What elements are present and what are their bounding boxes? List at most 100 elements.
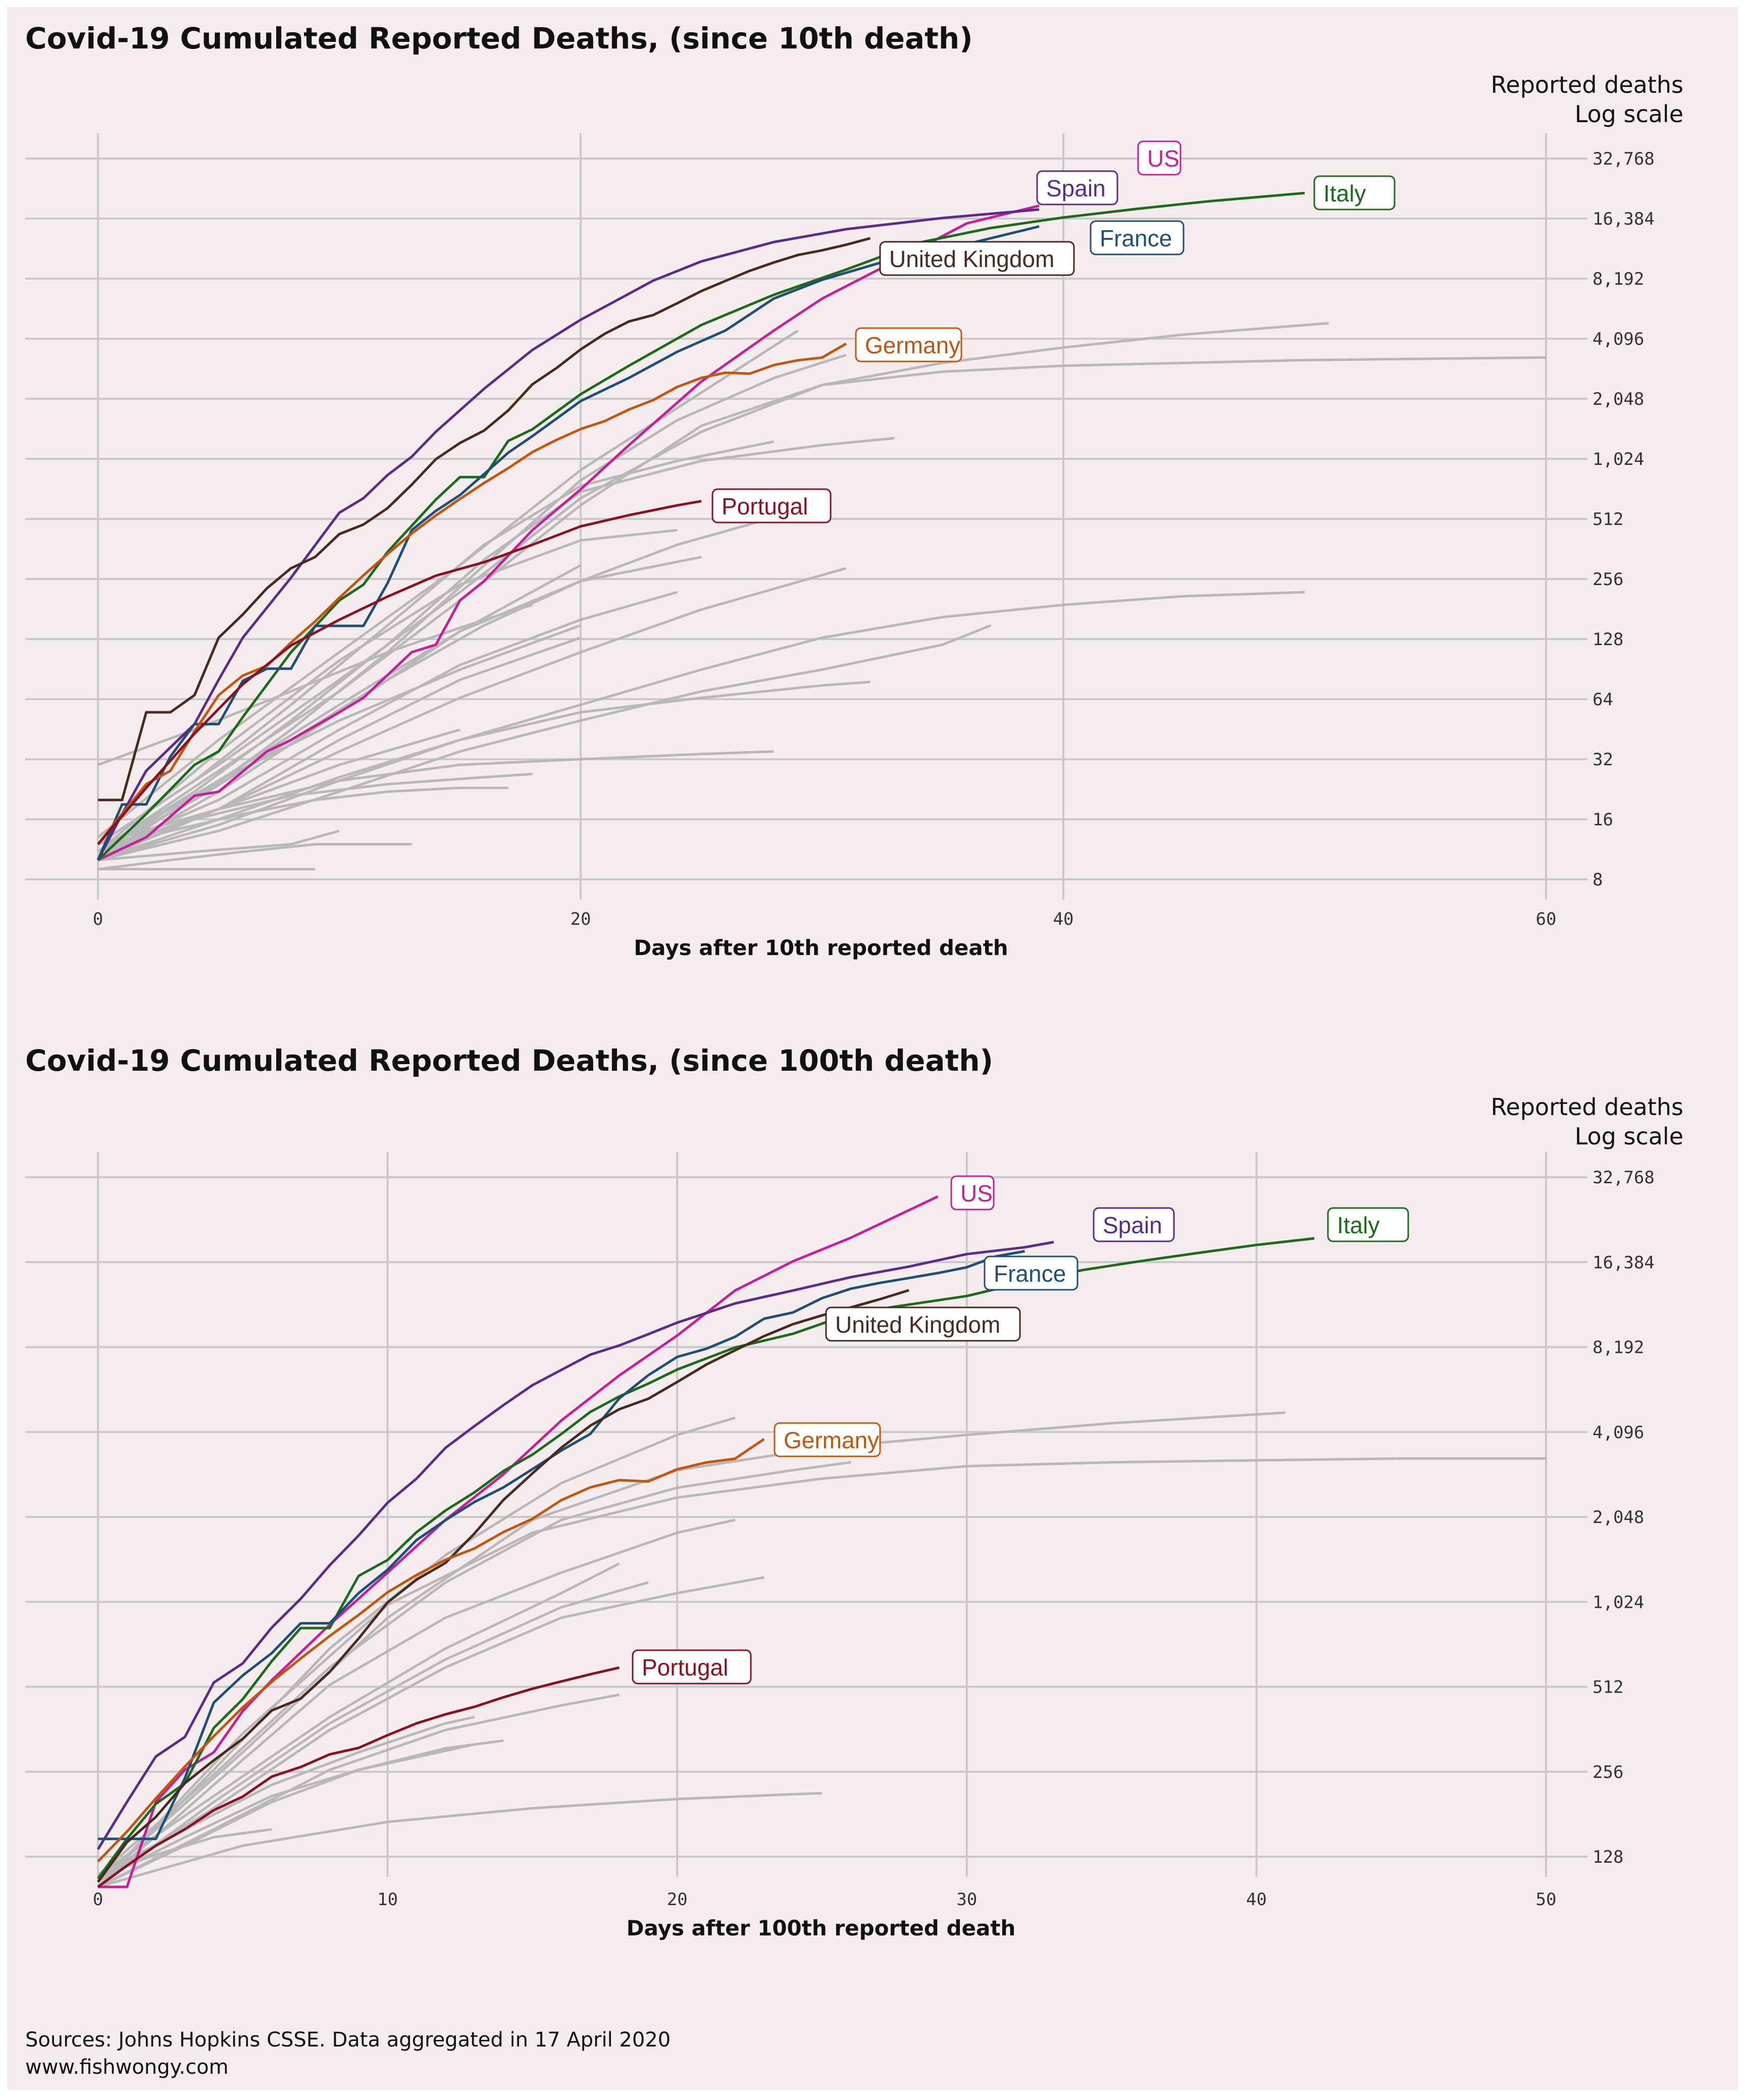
- series-line-portugal: [97, 1666, 620, 1888]
- y-tick-label: 32,768: [1593, 149, 1655, 169]
- y-tick-label: 1,024: [1593, 449, 1644, 469]
- series-line-other: [97, 1411, 1286, 1882]
- footer-source: Sources: Johns Hopkins CSSE. Data aggreg…: [25, 2028, 671, 2052]
- chart2-highlighted-countries: [96, 1195, 1315, 1888]
- y-tick-label: 16: [1593, 810, 1613, 830]
- series-line-other: [97, 1739, 504, 1882]
- series-label-box: [1093, 1207, 1175, 1242]
- series-label-text: Spain: [1046, 175, 1106, 201]
- series-label-text: Portugal: [642, 1654, 728, 1681]
- series-line-other: [97, 322, 1329, 846]
- series-line-portugal: [97, 500, 702, 846]
- series-line-other: [97, 624, 581, 853]
- y-tick-label: 16,384: [1593, 1252, 1655, 1273]
- series-line-other: [97, 772, 533, 853]
- series-label-text: US: [960, 1180, 993, 1206]
- series-label-us: US: [950, 1175, 995, 1211]
- series-line-other: [97, 1457, 1546, 1888]
- series-label-text: US: [1147, 145, 1179, 172]
- y-tick-label: 8,192: [1593, 1338, 1644, 1358]
- y-tick-label: 8: [1593, 870, 1603, 890]
- series-line-united-kingdom: [98, 237, 871, 802]
- series-label-box: [632, 1649, 752, 1685]
- series-line-other: [97, 1743, 475, 1888]
- x-tick-label: 0: [93, 1889, 103, 1910]
- y-tick-label: 64: [1593, 690, 1613, 710]
- series-label-text: France: [1100, 225, 1172, 251]
- y-tick-label: 4,096: [1593, 1423, 1644, 1443]
- y-tick-label: 4,096: [1593, 329, 1644, 349]
- x-tick-label: 40: [1246, 1889, 1267, 1910]
- x-tick-label: 0: [93, 909, 103, 929]
- series-line-other: [97, 843, 412, 871]
- chart2-tick-labels: 128 256 512 1,024 2,048 4,096 8,192 16,384 32,76…: [93, 1168, 1655, 1910]
- y-tick-label: 128: [1593, 629, 1623, 650]
- chart2-ylabel-scale: Log scale: [1575, 1123, 1683, 1150]
- series-label-france: France: [1090, 220, 1185, 255]
- series-line-other: [97, 440, 774, 846]
- series-line-other: [97, 516, 775, 853]
- series-label-spain: Spain: [1036, 170, 1118, 205]
- series-line-other: [97, 591, 678, 853]
- series-label-france: France: [984, 1255, 1079, 1291]
- series-line-spain: [96, 208, 1040, 861]
- series-label-text: United Kingdom: [889, 246, 1054, 272]
- chart1-title: Covid-19 Cumulated Reported Deaths, (sin…: [25, 21, 973, 56]
- series-line-other: [97, 529, 678, 853]
- series-label-portugal: Portugal: [632, 1649, 752, 1685]
- series-line-other: [97, 786, 508, 853]
- y-tick-label: 256: [1593, 569, 1623, 590]
- series-line-france: [96, 225, 1040, 861]
- series-label-italy: Italy: [1313, 175, 1396, 211]
- series-label-united-kingdom: United Kingdom: [825, 1306, 1021, 1342]
- series-label-box: [711, 488, 832, 523]
- series-line-other: [97, 356, 1547, 853]
- y-tick-label: 16,384: [1593, 209, 1655, 229]
- x-tick-label: 20: [667, 1889, 688, 1910]
- series-line-spain: [96, 1241, 1054, 1850]
- series-label-germany: Germany: [774, 1422, 881, 1457]
- y-tick-label: 2,048: [1593, 1507, 1644, 1528]
- y-tick-label: 8,192: [1593, 269, 1644, 289]
- chart2-other-countries: [97, 1411, 1546, 1888]
- x-tick-label: 50: [1536, 1889, 1557, 1910]
- series-label-united-kingdom: United Kingdom: [879, 241, 1075, 276]
- series-line-other: [97, 1461, 851, 1876]
- x-tick-label: 10: [377, 1889, 398, 1910]
- series-label-box: [1313, 175, 1396, 211]
- series-line-other: [97, 1562, 620, 1876]
- series-label-us: US: [1137, 140, 1182, 176]
- y-tick-label: 128: [1593, 1847, 1623, 1867]
- series-label-text: Spain: [1103, 1212, 1162, 1238]
- series-label-box: [825, 1306, 1021, 1342]
- series-label-box: [1090, 220, 1185, 255]
- series-line-other: [97, 603, 533, 766]
- chart-frame: Covid-19 Cumulated Reported Deaths, (sin…: [7, 7, 1738, 2090]
- series-label-text: France: [994, 1261, 1066, 1287]
- series-line-other: [97, 1693, 620, 1888]
- series-label-text: Italy: [1323, 180, 1366, 206]
- chart2-xlabel: Days after 100th reported death: [627, 1916, 1016, 1940]
- series-label-portugal: Portugal: [711, 488, 832, 523]
- series-label-germany: Germany: [855, 327, 962, 362]
- chart1-other-countries: [97, 322, 1547, 871]
- series-label-box: [879, 241, 1075, 276]
- series-line-other: [97, 624, 992, 862]
- series-line-france: [98, 1250, 1025, 1841]
- series-label-text: Germany: [784, 1427, 879, 1453]
- series-label-text: United Kingdom: [835, 1311, 1000, 1338]
- series-line-other: [97, 1576, 764, 1882]
- series-label-text: Germany: [865, 332, 960, 358]
- y-tick-label: 2,048: [1593, 389, 1644, 409]
- series-label-text: Italy: [1337, 1212, 1379, 1238]
- chart2-title: Covid-19 Cumulated Reported Deaths, (sin…: [25, 1043, 993, 1078]
- series-line-other: [97, 1416, 736, 1888]
- chart2-grid: [25, 1152, 1587, 1877]
- series-line-italy: [97, 191, 1305, 861]
- series-label-box: [855, 327, 962, 362]
- chart2-ylabel: Reported deaths: [1491, 1093, 1683, 1121]
- chart1-ylabel: Reported deaths: [1491, 71, 1683, 98]
- series-label-box: [1327, 1207, 1409, 1242]
- series-line-other: [97, 728, 460, 862]
- series-label-text: Portugal: [722, 493, 808, 519]
